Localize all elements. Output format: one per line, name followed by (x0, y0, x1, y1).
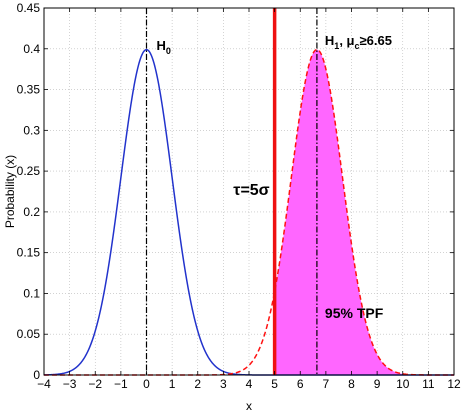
h0-main: H (157, 38, 166, 53)
x-tick-label: 5 (271, 377, 278, 391)
y-tick-label: 0.45 (17, 1, 41, 15)
x-tick-label: 2 (194, 377, 201, 391)
h1-annotation: H1, μc≥6.65 (325, 33, 392, 51)
vertical-lines (145, 8, 318, 375)
x-tick-label: 1 (169, 377, 176, 391)
y-axis-label: Probability (x) (3, 155, 17, 228)
tpf-fill-layer (274, 49, 454, 375)
h0-annotation: H0 (157, 38, 171, 56)
x-tick-label: 11 (422, 377, 435, 391)
tpf-area (274, 49, 454, 375)
y-tick-label: 0.15 (17, 246, 41, 260)
y-tick-label: 0.4 (23, 42, 40, 56)
x-tick-label: −1 (114, 377, 128, 391)
tpf-annotation: 95% TPF (325, 305, 384, 321)
h1-sub2: c (355, 41, 360, 51)
x-tick-label: −3 (63, 377, 77, 391)
y-tick-label: 0.1 (23, 286, 40, 300)
x-tick-label: −4 (37, 377, 51, 391)
y-tick-label: 0.35 (17, 83, 41, 97)
x-tick-label: 4 (246, 377, 253, 391)
tick-marks (43, 7, 455, 376)
x-axis-label: x (246, 399, 252, 413)
y-tick-label: 0.25 (17, 164, 41, 178)
y-tick-labels: 0 0.05 0.1 0.15 0.2 0.25 0.3 0.35 0.4 0.45 (17, 1, 41, 382)
x-tick-label: 3 (220, 377, 227, 391)
x-tick-label: 6 (297, 377, 304, 391)
h1-tail: ≥6.65 (360, 33, 392, 48)
y-tick-label: 0.2 (23, 205, 40, 219)
h1-mid: , μ (339, 33, 354, 48)
h1-main: H (325, 33, 334, 48)
y-tick-label: 0.05 (17, 327, 41, 341)
y-tick-label: 0 (33, 368, 40, 382)
x-tick-label: 0 (143, 377, 150, 391)
h0-sub: 0 (166, 46, 171, 56)
x-tick-label: 9 (374, 377, 381, 391)
tau-annotation: τ=5σ (233, 182, 269, 199)
y-tick-label: 0.3 (23, 123, 40, 137)
x-tick-label: 8 (348, 377, 355, 391)
x-tick-label: 7 (323, 377, 330, 391)
x-tick-label: −2 (88, 377, 102, 391)
h1-sub1: 1 (334, 41, 339, 51)
x-tick-label: 10 (396, 377, 410, 391)
x-tick-labels: −4 −3 −2 −1 0 1 2 3 4 5 6 7 8 9 10 11 12 (37, 377, 461, 391)
x-tick-label: 12 (447, 377, 461, 391)
